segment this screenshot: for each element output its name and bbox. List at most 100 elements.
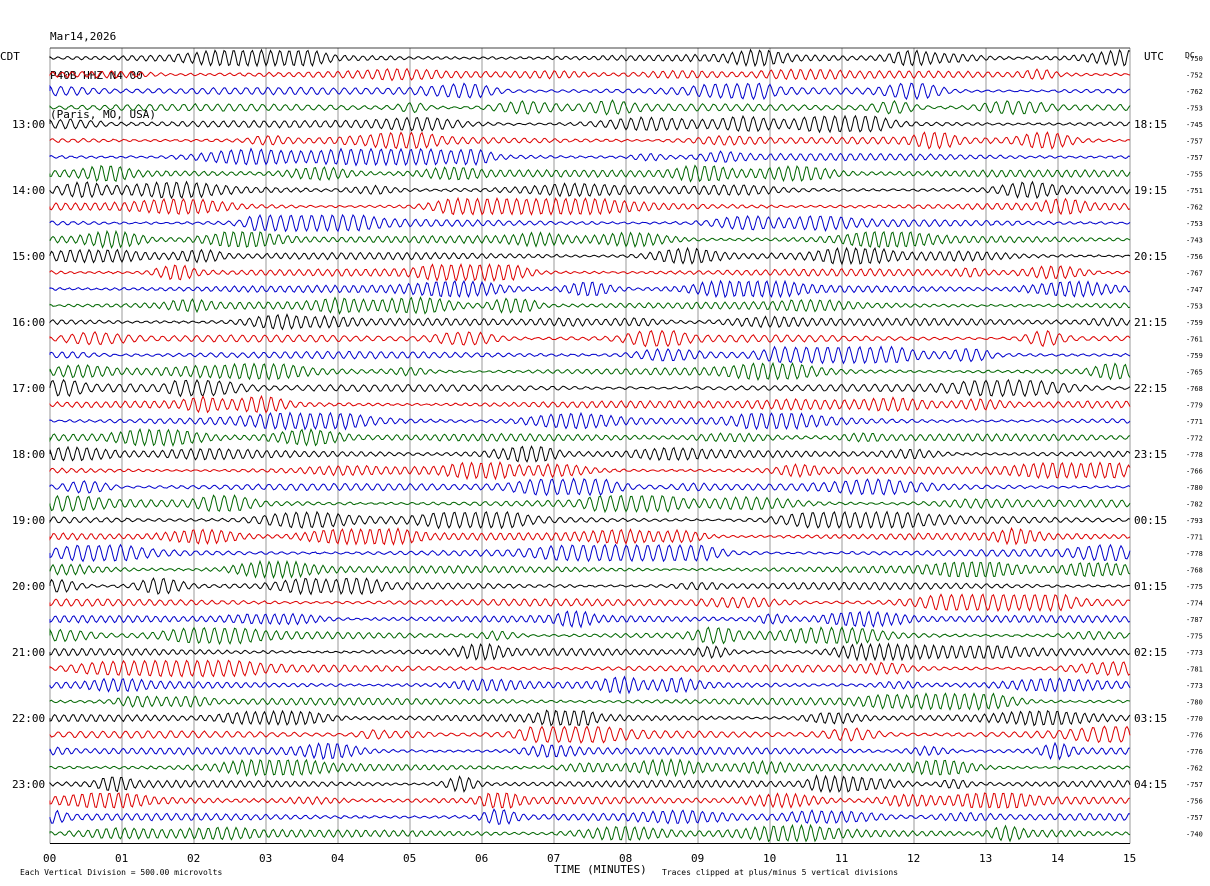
dc-offset-label: -776 [1186, 748, 1203, 756]
dc-offset-label: -781 [1186, 666, 1203, 674]
trace-line-9 [49, 180, 1131, 200]
trace-line-46 [49, 792, 1131, 809]
dc-offset-label: -762 [1186, 204, 1203, 212]
trace-line-31 [49, 543, 1131, 563]
trace-line-25 [49, 445, 1131, 463]
dc-offset-label: -767 [1186, 270, 1203, 278]
dc-offset-label: -751 [1186, 187, 1203, 195]
footer-scale-note: Each Vertical Division = 500.00 microvol… [20, 868, 222, 877]
dc-offset-label: -772 [1186, 435, 1203, 443]
dc-offset-label: -762 [1186, 765, 1203, 773]
x-tick-label: 09 [691, 852, 704, 865]
dc-offset-label: -740 [1186, 831, 1203, 839]
dc-header: DC [1185, 51, 1195, 60]
trace-line-1 [49, 48, 1131, 68]
x-tick-label: 06 [475, 852, 488, 865]
trace-line-3 [49, 82, 1131, 101]
dc-offset-label: -787 [1186, 616, 1203, 624]
station-header: Mar14,2026 P40B HHZ N4 00 (Paris, MO, US… [50, 4, 156, 134]
left-hour-label: 13:00 [12, 118, 45, 131]
date-label: Mar14,2026 [50, 30, 117, 43]
right-hour-label: 04:15 [1134, 778, 1167, 791]
trace-line-7 [49, 147, 1131, 167]
dc-offset-label: -759 [1186, 352, 1203, 360]
right-hour-label: 23:15 [1134, 448, 1167, 461]
dc-offset-label: -768 [1186, 385, 1203, 393]
dc-offset-labels: -750 -752 -762 -753 -745 -757 -757 -755 -751 -762… [1186, 55, 1203, 839]
trace-line-27 [49, 477, 1131, 497]
x-tick-label: 01 [115, 852, 128, 865]
trace-line-12 [49, 229, 1131, 250]
trace-line-48 [49, 823, 1131, 843]
trace-line-42 [49, 725, 1131, 744]
dc-offset-label: -782 [1186, 501, 1203, 509]
right-hour-label: 03:15 [1134, 712, 1167, 725]
trace-line-16 [49, 296, 1131, 315]
left-hour-label: 20:00 [12, 580, 45, 593]
trace-line-8 [49, 164, 1131, 183]
dc-offset-label: -778 [1186, 550, 1203, 558]
trace-line-20 [49, 361, 1131, 381]
x-axis-ticks: 00 01 02 03 04 05 06 07 08 09 10 11 12 13 14 15 [43, 852, 1136, 865]
dc-offset-label: -776 [1186, 732, 1203, 740]
trace-line-15 [49, 279, 1131, 299]
trace-line-32 [49, 559, 1131, 580]
dc-offset-label: -752 [1186, 72, 1203, 80]
right-hour-labels: 18:15 19:15 20:15 21:15 22:15 23:15 00:15 01:15… [1134, 118, 1167, 791]
x-tick-label: 00 [43, 852, 56, 865]
trace-line-23 [49, 411, 1131, 431]
x-tick-label: 14 [1051, 852, 1065, 865]
x-tick-label: 15 [1123, 852, 1136, 865]
left-hour-label: 14:00 [12, 184, 45, 197]
x-tick-label: 12 [907, 852, 920, 865]
dc-offset-label: -753 [1186, 303, 1203, 311]
left-timezone: CDT [0, 50, 20, 63]
dc-offset-label: -793 [1186, 517, 1203, 525]
left-hour-label: 19:00 [12, 514, 45, 527]
trace-line-45 [49, 774, 1131, 794]
dc-offset-label: -766 [1186, 468, 1203, 476]
dc-offset-label: -759 [1186, 319, 1203, 327]
dc-offset-label: -771 [1186, 534, 1203, 542]
x-tick-label: 08 [619, 852, 632, 865]
x-tick-label: 04 [331, 852, 345, 865]
trace-line-10 [49, 196, 1131, 216]
dc-offset-label: -774 [1186, 600, 1203, 608]
trace-line-38 [49, 659, 1131, 678]
left-hour-label: 16:00 [12, 316, 45, 329]
dc-offset-label: -775 [1186, 633, 1203, 641]
x-tick-label: 11 [835, 852, 848, 865]
right-hour-label: 22:15 [1134, 382, 1167, 395]
trace-line-43 [49, 741, 1131, 761]
x-tick-label: 07 [547, 852, 560, 865]
left-hour-label: 23:00 [12, 778, 45, 791]
trace-line-28 [49, 494, 1131, 514]
dc-offset-label: -771 [1186, 418, 1203, 426]
right-hour-label: 18:15 [1134, 118, 1167, 131]
right-hour-label: 19:15 [1134, 184, 1167, 197]
dc-offset-label: -780 [1186, 484, 1203, 492]
dc-offset-label: -755 [1186, 171, 1203, 179]
dc-offset-label: -743 [1186, 237, 1203, 245]
x-axis-label: TIME (MINUTES) [554, 863, 647, 876]
trace-line-4 [49, 99, 1131, 116]
x-tick-label: 03 [259, 852, 272, 865]
x-tick-label: 13 [979, 852, 992, 865]
trace-line-18 [49, 329, 1131, 348]
minute-grid [49, 47, 1131, 844]
trace-line-44 [49, 758, 1131, 778]
trace-line-34 [49, 593, 1131, 612]
dc-offset-label: -761 [1186, 336, 1203, 344]
left-hour-label: 17:00 [12, 382, 45, 395]
trace-line-14 [49, 262, 1131, 282]
trace-line-33 [49, 577, 1131, 596]
dc-offset-label: -753 [1186, 220, 1203, 228]
trace-line-24 [49, 428, 1131, 447]
dc-offset-label: -765 [1186, 369, 1203, 377]
dc-offset-label: -773 [1186, 682, 1203, 690]
dc-offset-label: -768 [1186, 567, 1203, 575]
dc-offset-label: -750 [1186, 55, 1203, 63]
trace-line-30 [49, 526, 1131, 546]
footer-clip-note: Traces clipped at plus/minus 5 vertical … [662, 868, 898, 877]
